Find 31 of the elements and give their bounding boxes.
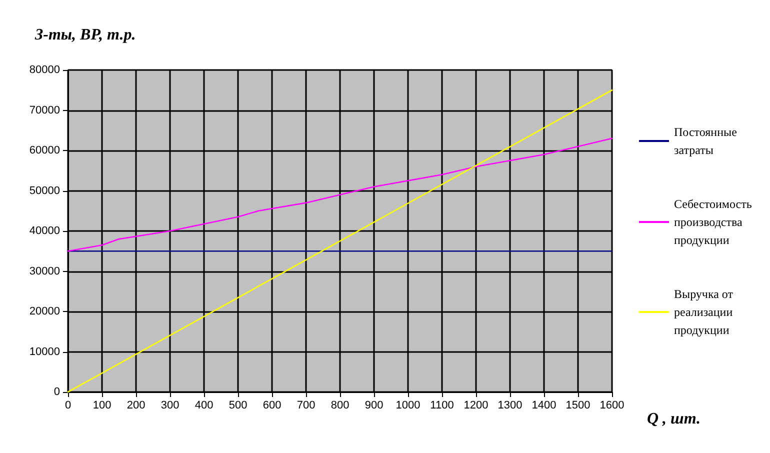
x-tick-label: 500	[228, 400, 248, 412]
x-tick-label: 900	[364, 400, 384, 412]
x-tick-label: 800	[330, 400, 350, 412]
x-tick-label: 1300	[498, 400, 522, 412]
y-axis-title: З-ты, ВР, т.р.	[34, 26, 136, 44]
legend-label: Постоянные затраты	[674, 125, 737, 157]
y-tick-label: 20000	[29, 306, 60, 318]
x-tick-label: 1100	[430, 400, 454, 412]
x-tick-label: 400	[194, 400, 214, 412]
x-tick-label: 600	[262, 400, 282, 412]
x-tick-label: 200	[126, 400, 146, 412]
y-tick-label: 60000	[29, 144, 60, 156]
x-tick-label: 0	[64, 400, 72, 412]
x-tick-label: 700	[296, 400, 316, 412]
y-tick-label: 30000	[29, 265, 60, 278]
x-tick-label: 1200	[464, 400, 488, 412]
x-tick-label: 1600	[600, 400, 624, 412]
legend-label: Выручка от реализации продукции	[674, 287, 734, 337]
y-tick-label: 50000	[29, 184, 60, 197]
x-tick-label: 1500	[566, 400, 590, 412]
x-tick-label: 100	[92, 400, 112, 412]
y-tick-label: 10000	[29, 346, 60, 358]
x-tick-label: 300	[160, 400, 180, 412]
y-tick-label: 80000	[29, 64, 60, 76]
x-tick-label: 1400	[532, 400, 556, 412]
y-tick-label: 40000	[29, 225, 60, 237]
y-tick-label: 0	[54, 386, 60, 398]
y-tick-label: 70000	[29, 104, 60, 116]
x-tick-label: 1000	[396, 400, 420, 412]
legend-label: Себестоимость производства продукции	[674, 197, 752, 247]
x-axis-title: Q , шт.	[647, 410, 701, 428]
